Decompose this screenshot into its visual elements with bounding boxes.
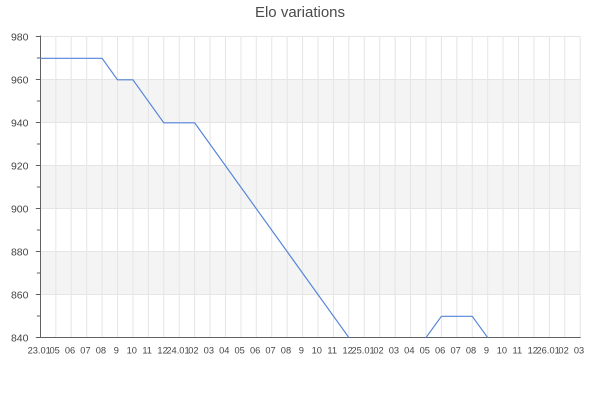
svg-text:23.01: 23.01: [28, 345, 51, 355]
svg-text:900: 900: [11, 203, 29, 215]
svg-text:07: 07: [265, 345, 275, 355]
svg-text:940: 940: [11, 117, 29, 129]
svg-text:860: 860: [11, 289, 29, 301]
svg-text:980: 980: [11, 31, 29, 43]
svg-text:02: 02: [373, 345, 383, 355]
svg-text:12: 12: [157, 345, 167, 355]
svg-text:06: 06: [250, 345, 260, 355]
svg-text:840: 840: [11, 332, 29, 344]
svg-text:960: 960: [11, 74, 29, 86]
svg-text:12: 12: [342, 345, 352, 355]
svg-text:10: 10: [497, 345, 507, 355]
svg-text:11: 11: [512, 345, 522, 355]
svg-text:04: 04: [404, 345, 414, 355]
svg-text:05: 05: [420, 345, 430, 355]
svg-text:03: 03: [389, 345, 399, 355]
svg-text:08: 08: [96, 345, 106, 355]
svg-text:10: 10: [127, 345, 137, 355]
svg-text:05: 05: [235, 345, 245, 355]
svg-text:920: 920: [11, 160, 29, 172]
svg-text:9: 9: [484, 345, 489, 355]
svg-text:06: 06: [65, 345, 75, 355]
svg-text:08: 08: [281, 345, 291, 355]
svg-text:11: 11: [142, 345, 152, 355]
svg-text:04: 04: [219, 345, 229, 355]
svg-text:02: 02: [188, 345, 198, 355]
svg-text:07: 07: [450, 345, 460, 355]
svg-text:07: 07: [80, 345, 90, 355]
svg-text:880: 880: [11, 246, 29, 258]
svg-text:26.01: 26.01: [537, 345, 560, 355]
svg-text:08: 08: [466, 345, 476, 355]
svg-text:11: 11: [327, 345, 337, 355]
svg-text:25.01: 25.01: [351, 345, 374, 355]
svg-text:10: 10: [312, 345, 322, 355]
svg-text:02: 02: [558, 345, 568, 355]
svg-text:03: 03: [204, 345, 214, 355]
svg-text:12: 12: [528, 345, 538, 355]
svg-text:9: 9: [299, 345, 304, 355]
svg-text:9: 9: [114, 345, 119, 355]
svg-text:05: 05: [49, 345, 59, 355]
svg-text:24.01: 24.01: [166, 345, 189, 355]
svg-text:03: 03: [574, 345, 584, 355]
svg-text:06: 06: [435, 345, 445, 355]
